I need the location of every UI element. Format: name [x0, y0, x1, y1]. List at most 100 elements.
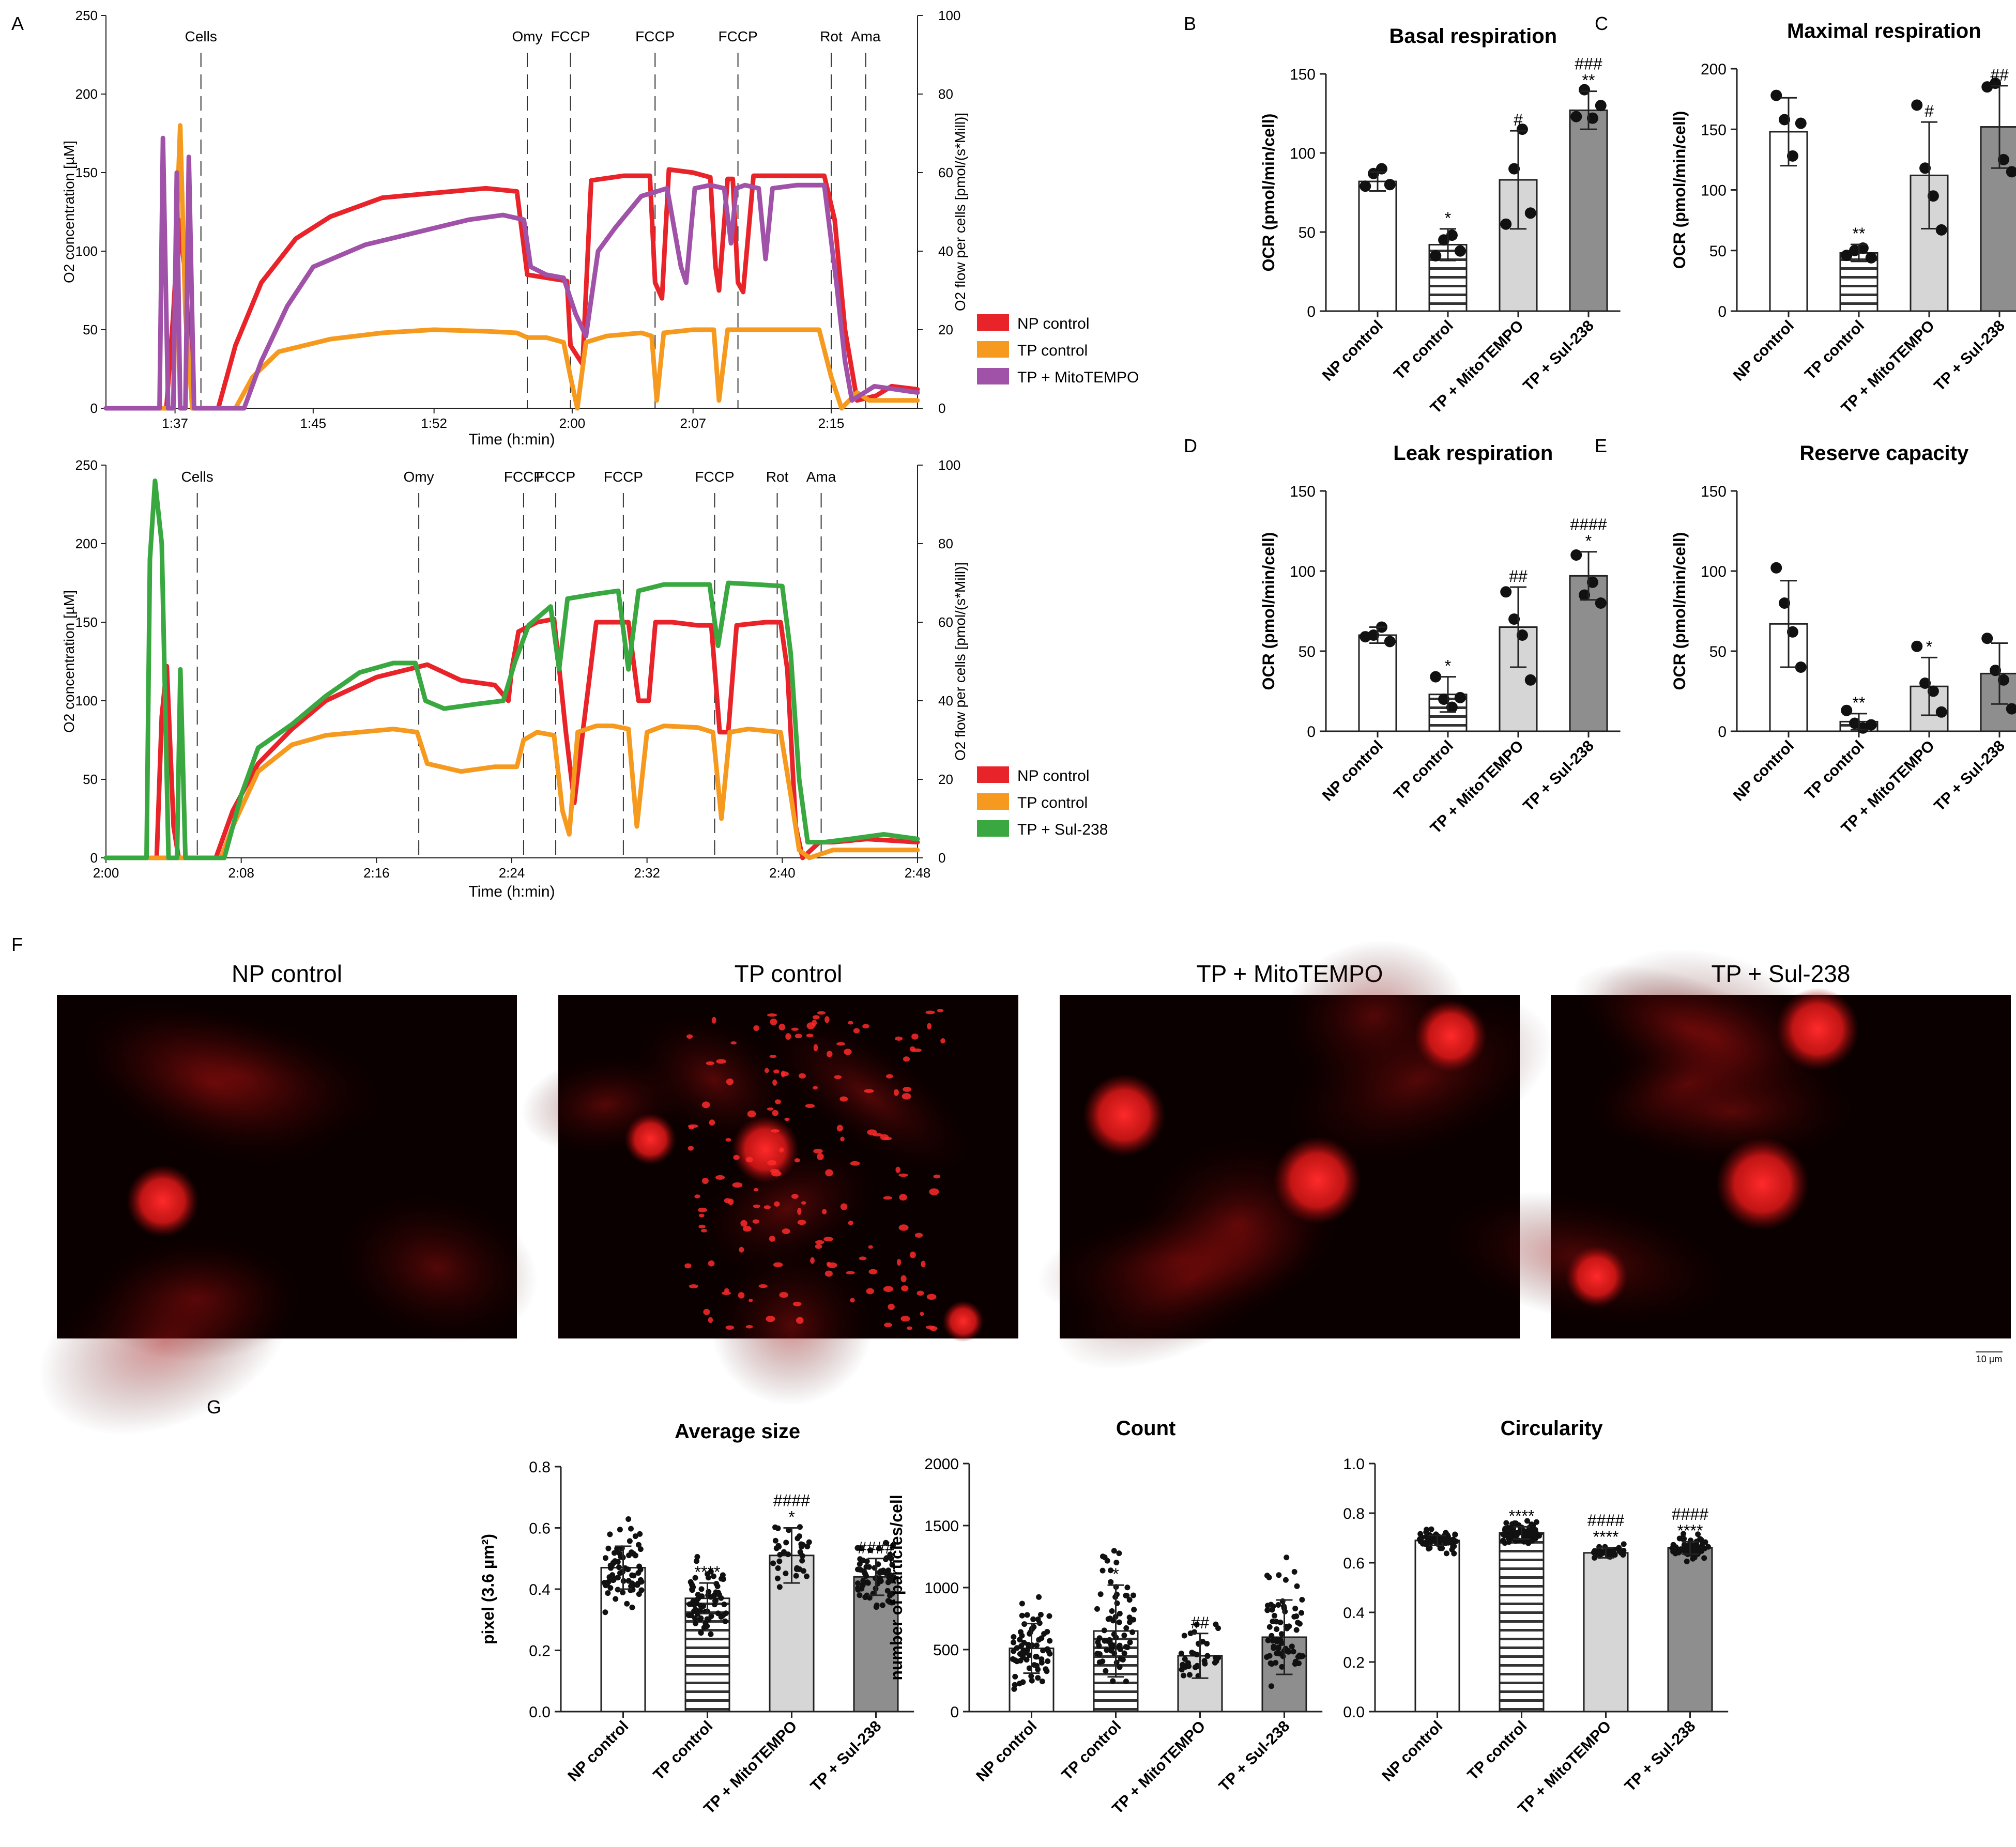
legend-label: TP + Sul-238 [1017, 821, 1108, 838]
mitochondrion [895, 1036, 903, 1041]
x-tick-label: 2:16 [363, 865, 390, 881]
mitochondrion [836, 1042, 845, 1046]
data-point [1454, 691, 1466, 703]
data-point [1428, 1526, 1434, 1532]
data-point [1857, 242, 1869, 254]
mitochondrion [708, 1260, 715, 1267]
mitochondrion [765, 1068, 769, 1073]
y-tick-label: 0.2 [529, 1643, 551, 1660]
x-tick-label: TP control [1801, 737, 1868, 804]
mitochondrion [806, 1034, 814, 1038]
data-point [1511, 1520, 1518, 1527]
y-tick-label: 250 [75, 8, 98, 23]
data-point [863, 1573, 869, 1579]
mitochondrion [753, 1025, 759, 1031]
data-point [1430, 250, 1442, 261]
data-point [1981, 633, 1993, 644]
data-point [860, 1578, 866, 1584]
data-point [1099, 1567, 1106, 1574]
data-point [1011, 1648, 1017, 1654]
mitochondrion [722, 1291, 731, 1295]
significance-label: * [788, 1508, 795, 1527]
data-point [695, 1611, 701, 1617]
nucleus [1566, 1245, 1628, 1308]
data-point [1513, 1533, 1519, 1540]
data-point [1684, 1558, 1690, 1564]
data-point [1095, 1651, 1101, 1657]
mitochondrion [774, 1201, 780, 1207]
data-point [1028, 1673, 1034, 1679]
data-point [1265, 1637, 1271, 1643]
mitochondrion [709, 1119, 715, 1126]
data-point [1264, 1607, 1271, 1613]
y-tick-label: 50 [1709, 643, 1727, 660]
chart-title: Leak respiration [1393, 442, 1553, 465]
data-point [2006, 166, 2016, 178]
mitochondrion [812, 1020, 817, 1026]
data-point [1586, 576, 1598, 588]
data-point [1126, 1597, 1133, 1603]
x-tick-label: TP control [1059, 1718, 1125, 1784]
x-tick-label: 2:00 [559, 415, 586, 431]
data-point [1029, 1677, 1035, 1684]
data-point [1681, 1536, 1687, 1542]
data-point [1103, 1668, 1109, 1674]
y-axis-label: OCR (pmol/min/cell) [1670, 532, 1689, 690]
data-point [1770, 89, 1782, 101]
data-point [1181, 1633, 1187, 1639]
data-point [1130, 1592, 1136, 1598]
mitochondrion [770, 1018, 777, 1025]
y-tick-label-right: 20 [938, 772, 953, 787]
y-tick-label: 0 [1307, 303, 1316, 320]
trace-sul [103, 478, 920, 860]
data-point [714, 1590, 720, 1596]
data-point [1109, 1608, 1115, 1614]
data-point [1443, 1550, 1449, 1557]
mitochondrion [739, 1246, 744, 1253]
data-point [1594, 1548, 1600, 1554]
data-point [1299, 1596, 1305, 1603]
data-point [1997, 153, 2009, 165]
data-point [1121, 1650, 1127, 1656]
data-point [875, 1561, 881, 1567]
data-point [1699, 1548, 1705, 1554]
data-point [798, 1541, 804, 1547]
y-tick-label-right: 100 [938, 457, 960, 473]
data-point [775, 1565, 781, 1572]
mitochondrion [880, 1134, 889, 1141]
mitochondrion [839, 1096, 848, 1102]
bar-chart-b: Basal respiration 0 50 100 150 OCR (pmol/min/… [1259, 25, 1621, 417]
legend-label: NP control [1017, 767, 1090, 784]
data-point [1278, 1640, 1285, 1646]
mitochondrion [794, 1158, 800, 1163]
mitochondrion [909, 1251, 916, 1258]
data-point [1786, 150, 1798, 162]
mitochondrion [725, 1325, 735, 1330]
mitochondrion [770, 1168, 780, 1173]
significance-label: * [1445, 209, 1451, 227]
mitochondrion [711, 1017, 716, 1024]
legend-swatch [977, 368, 1009, 384]
event-label: Omy [404, 469, 434, 485]
bar [1358, 180, 1397, 312]
x-tick-label: TP + Sul-238 [1622, 1718, 1699, 1795]
significance-label: #### [1570, 515, 1607, 534]
data-point [797, 1524, 803, 1530]
data-point [796, 1533, 802, 1540]
mitochondrion [840, 1136, 845, 1142]
micrograph-title: NP control [232, 960, 342, 987]
mitochondrion [815, 1244, 822, 1249]
mitochondrion [698, 1224, 706, 1229]
data-point [1040, 1648, 1046, 1654]
bar-chart-d: Leak respiration 0 50 100 150 OCR (pmol/min/c… [1259, 442, 1621, 837]
data-point [605, 1590, 611, 1596]
data-point [616, 1564, 622, 1571]
x-tick-label: TP control [1391, 317, 1457, 383]
mitochondrion [895, 1166, 900, 1173]
y-tick-label: 0.6 [529, 1520, 551, 1537]
data-point [1111, 1548, 1117, 1554]
data-point [625, 1516, 632, 1522]
data-point [1275, 1602, 1281, 1608]
data-point [698, 1630, 704, 1636]
